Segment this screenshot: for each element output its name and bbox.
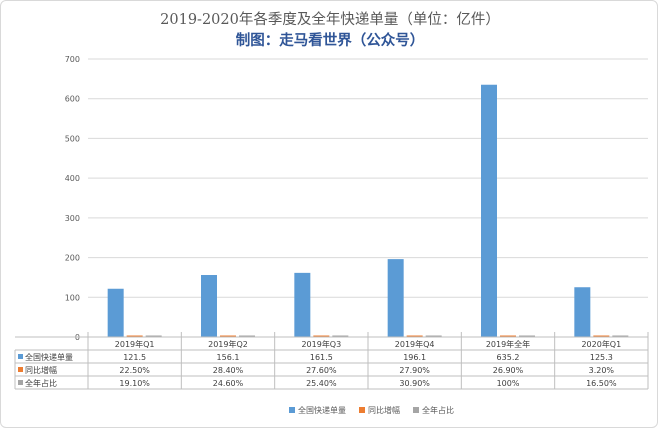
data-label: 27.60%	[306, 366, 337, 375]
category-label: 2020年Q1	[581, 339, 621, 349]
bar	[425, 335, 442, 337]
legend-label: 全年占比	[422, 405, 454, 415]
bar	[593, 335, 610, 337]
data-label: 100%	[497, 379, 520, 388]
data-label: 22.50%	[119, 366, 150, 375]
data-label: 121.5	[123, 353, 146, 362]
y-axis: 0100200300400500600700	[65, 55, 80, 342]
data-label: 26.90%	[493, 366, 524, 375]
bar	[387, 259, 404, 337]
legend-label: 同比增幅	[368, 405, 400, 415]
table-series-name: 全年占比	[25, 378, 57, 388]
data-label: 161.5	[310, 353, 333, 362]
chart-subtitle: 制图：走马看世界（公众号）	[235, 32, 425, 49]
data-label: 30.90%	[399, 379, 430, 388]
bar	[313, 335, 330, 337]
data-label: 24.60%	[213, 379, 244, 388]
data-label: 196.1	[403, 353, 426, 362]
y-tick-label: 100	[65, 293, 80, 302]
bar	[481, 84, 497, 337]
y-tick-label: 200	[65, 254, 80, 263]
bar	[220, 335, 236, 337]
data-label: 3.20%	[589, 366, 615, 375]
bar	[500, 335, 516, 337]
category-label: 2019年Q2	[208, 339, 248, 349]
data-label: 16.50%	[586, 379, 617, 388]
chart-title: 2019-2020年各季度及全年快递单量（单位：亿件）	[160, 12, 500, 28]
data-label: 125.3	[590, 353, 613, 362]
legend-key	[413, 407, 419, 413]
bar	[332, 335, 349, 337]
y-tick-label: 500	[65, 134, 80, 143]
legend-key	[359, 407, 365, 413]
table-legend-key	[18, 354, 23, 359]
data-label: 28.40%	[213, 366, 244, 375]
bar	[107, 288, 124, 337]
bar	[201, 275, 217, 337]
y-tick-label: 600	[65, 95, 80, 104]
y-tick-label: 300	[65, 214, 80, 223]
data-label: 27.90%	[399, 366, 430, 375]
category-label: 2019年Q4	[395, 339, 435, 349]
data-label: 635.2	[497, 353, 520, 362]
data-label: 19.10%	[119, 379, 150, 388]
bar	[406, 335, 423, 337]
y-tick-label: 400	[65, 174, 80, 183]
data-label: 25.40%	[306, 379, 337, 388]
bars	[107, 84, 629, 337]
bar	[126, 335, 143, 337]
category-label: 2019年Q1	[115, 339, 155, 349]
gridlines	[87, 58, 649, 337]
data-table: 2019年Q1 2019年Q2 2019年Q3 2019年Q4 2019年全年 2020年…	[14, 336, 649, 390]
data-label: 156.1	[217, 353, 240, 362]
bar	[612, 335, 629, 337]
bar	[574, 287, 591, 337]
table-legend-key	[18, 367, 23, 372]
bar	[294, 272, 311, 337]
legend: 全国快递单量 同比增幅 全年占比	[289, 405, 454, 415]
category-label: 2019年Q3	[301, 339, 341, 349]
bar	[239, 335, 255, 337]
category-label: 2019年全年	[486, 339, 530, 349]
y-tick-label: 700	[65, 55, 80, 64]
bar	[145, 335, 162, 337]
table-legend-key	[18, 380, 23, 385]
table-series-name: 全国快递单量	[25, 352, 73, 362]
table-series-name: 同比增幅	[25, 365, 57, 375]
legend-label: 全国快递单量	[298, 405, 346, 415]
bar	[519, 335, 535, 337]
legend-key	[289, 407, 295, 413]
